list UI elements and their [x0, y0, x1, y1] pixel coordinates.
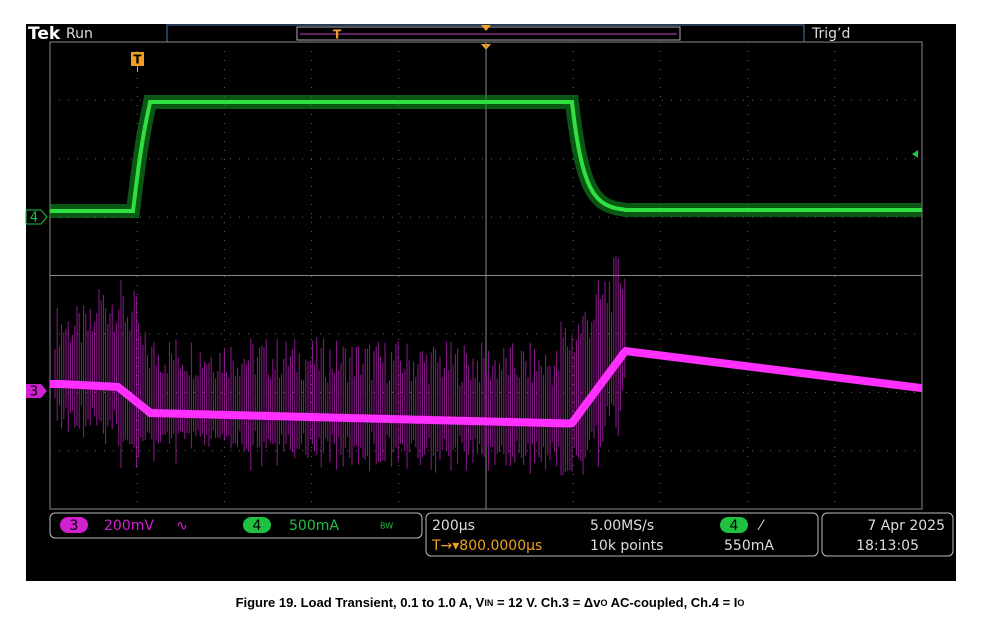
timebase: 200µs: [432, 518, 475, 534]
ch4-marker: 4: [30, 211, 38, 226]
ch3-ground: [26, 384, 47, 398]
ch4-badge-bg: [243, 517, 271, 533]
ch3-coupling: ∿: [176, 518, 188, 534]
caption-part: = 12 V. Ch.3 = Δv: [493, 595, 601, 610]
ch3-trace: [50, 346, 923, 428]
scope-screen: [26, 24, 956, 581]
trigger-position: T→▾800.0000µs: [431, 538, 542, 554]
bandwidth: BW: [380, 522, 393, 531]
brand: Tek: [28, 24, 61, 44]
ch4-scale: 500mA: [289, 518, 339, 534]
trigger-status: Trig’d: [811, 26, 850, 42]
trigger-marker-left: T: [133, 53, 142, 67]
datetime-box: [821, 512, 954, 557]
trigger-pos: [481, 25, 491, 31]
trigger-level-text: 550mA: [724, 538, 774, 554]
run-status: Run: [66, 26, 93, 42]
trigger-level: [912, 150, 918, 158]
channel-box: [49, 512, 423, 539]
ch4-badge: 4: [253, 518, 262, 534]
ch3-scale: 200mV: [104, 518, 154, 534]
caption-part: Figure 19. Load Transient, 0.1 to 1.0 A,…: [236, 595, 485, 610]
caption-sub: IN: [484, 598, 493, 608]
trigger-box: [131, 52, 144, 66]
trigger-badge: 4: [730, 518, 739, 534]
caption-sub: O: [600, 598, 607, 608]
ch3-badge-bg: [60, 517, 88, 533]
ch4-trace: [50, 100, 922, 213]
time: 18:13:05: [856, 538, 919, 554]
timebase-box: [425, 512, 819, 557]
caption-part: AC-coupled, Ch.4 = I: [608, 595, 738, 610]
caption: Figure 19. Load Transient, 0.1 to 1.0 A,…: [236, 595, 745, 610]
trigger-marker-top: T: [333, 28, 342, 42]
ch4-ground: [25, 209, 48, 225]
sample-rate: 5.00MS/s: [590, 518, 654, 534]
waveforms: [50, 95, 923, 476]
caption-sub: O: [737, 598, 744, 608]
ch3-marker: 3: [30, 385, 38, 400]
date: 7 Apr 2025: [867, 518, 945, 534]
record-length: 10k points: [590, 538, 663, 554]
trigger-slope: ⁄: [757, 518, 765, 534]
ch3-badge: 3: [70, 518, 79, 534]
trigger-badge-bg: [720, 517, 748, 533]
